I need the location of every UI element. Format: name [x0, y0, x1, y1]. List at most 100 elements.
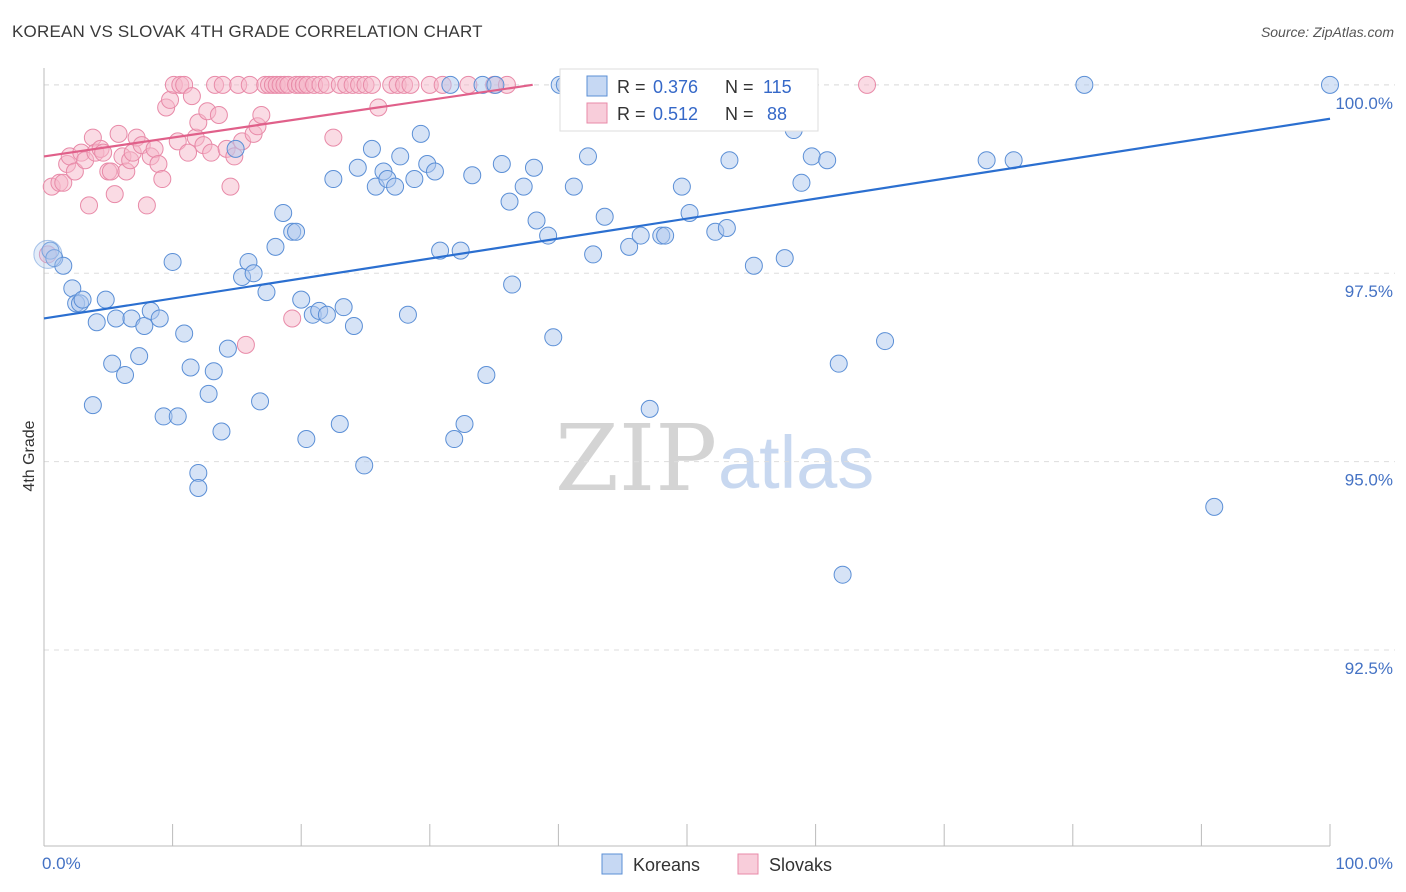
koreans-point — [527, 211, 546, 230]
koreans-series — [33, 75, 1339, 584]
koreans-point — [317, 305, 336, 324]
koreans-point — [792, 173, 811, 192]
koreans-point — [455, 414, 474, 433]
slovaks-legend-swatch — [586, 102, 608, 124]
koreans-point — [595, 207, 614, 226]
koreans-point — [578, 147, 597, 166]
slovaks-point — [54, 173, 73, 192]
slovaks-point — [209, 105, 228, 124]
slovaks-point — [401, 75, 420, 94]
source-credit: Source: ZipAtlas.com — [1260, 24, 1394, 40]
x-tick-label-max: 100.0% — [1335, 854, 1393, 873]
y-tick-labels: 92.5% 95.0% 97.5% 100.0% — [1335, 94, 1393, 678]
koreans-point — [189, 463, 208, 482]
koreans-point — [640, 399, 659, 418]
slovaks-point — [283, 309, 302, 328]
koreans-n-value: 115 — [763, 77, 792, 97]
watermark-zip: ZIP — [555, 405, 717, 512]
slovaks-point — [213, 75, 232, 94]
koreans-point — [1075, 75, 1094, 94]
koreans-point — [257, 283, 276, 302]
slovaks-point — [202, 143, 221, 162]
koreans-series-swatch — [601, 853, 623, 875]
y-tick-label: 95.0% — [1345, 471, 1393, 490]
slovaks-point — [153, 170, 172, 189]
koreans-series-label: Koreans — [633, 855, 700, 875]
gridlines — [44, 84, 1395, 651]
slovaks-point — [161, 90, 180, 109]
watermark: ZIP atlas — [555, 405, 874, 512]
koreans-regression-line — [43, 117, 1331, 320]
slovaks-point — [137, 196, 156, 215]
y-tick-label: 97.5% — [1345, 282, 1393, 301]
slovaks-n-value: 88 — [767, 104, 787, 124]
slovaks-point — [182, 87, 201, 106]
slovaks-point — [362, 75, 381, 94]
koreans-point — [204, 362, 223, 381]
koreans-point — [287, 222, 306, 241]
koreans-point — [463, 166, 482, 185]
koreans-point — [431, 241, 450, 260]
koreans-point — [829, 354, 848, 373]
koreans-point — [355, 456, 374, 475]
koreans-point — [344, 317, 363, 335]
slovaks-r-value: 0.512 — [653, 104, 698, 124]
koreans-point — [1205, 497, 1224, 516]
koreans-point — [292, 290, 311, 309]
x-tick-label-min: 0.0% — [42, 854, 81, 873]
koreans-point — [251, 392, 270, 411]
koreans-point — [266, 237, 285, 256]
koreans-point — [620, 237, 639, 256]
koreans-legend-swatch — [586, 75, 608, 97]
koreans-point — [717, 219, 736, 238]
slovaks-point — [324, 128, 343, 147]
koreans-point — [212, 422, 231, 441]
stats-legend: R = 0.376 N = 115 R = 0.512 N = 88 — [559, 68, 819, 132]
slovaks-point — [179, 143, 198, 162]
y-tick-label: 92.5% — [1345, 659, 1393, 678]
koreans-point — [818, 151, 837, 170]
slovaks-point — [252, 105, 271, 124]
slovaks-r-label: R = — [617, 104, 646, 124]
koreans-point — [116, 365, 135, 384]
koreans-point — [876, 332, 895, 351]
koreans-point — [226, 139, 245, 158]
koreans-point — [87, 313, 106, 332]
koreans-point — [672, 177, 691, 196]
y-axis-label: 4th Grade — [21, 420, 38, 491]
koreans-point — [631, 226, 650, 245]
koreans-point — [274, 203, 293, 222]
koreans-point — [977, 151, 996, 170]
koreans-point — [103, 354, 122, 373]
koreans-point — [218, 339, 237, 358]
koreans-r-label: R = — [617, 77, 646, 97]
x-axis-ticks — [43, 824, 1331, 846]
slovaks-point — [109, 124, 128, 143]
y-tick-label: 100.0% — [1335, 94, 1393, 113]
koreans-point — [451, 241, 470, 260]
chart-title: KOREAN VS SLOVAK 4TH GRADE CORRELATION C… — [12, 22, 483, 41]
koreans-point — [656, 226, 675, 245]
watermark-atlas: atlas — [718, 421, 874, 504]
koreans-point — [411, 124, 430, 143]
koreans-point — [802, 147, 821, 166]
koreans-point — [524, 158, 543, 177]
koreans-point — [175, 324, 194, 343]
koreans-point — [96, 290, 115, 309]
koreans-point — [405, 170, 424, 189]
koreans-point — [150, 309, 169, 328]
koreans-point — [564, 177, 583, 196]
koreans-point — [398, 305, 417, 324]
koreans-point — [775, 249, 794, 268]
koreans-point — [362, 139, 381, 158]
koreans-point — [163, 252, 182, 271]
koreans-point — [833, 565, 852, 584]
koreans-point — [107, 309, 126, 328]
slovaks-point — [236, 335, 255, 354]
koreans-n-label: N = — [725, 77, 754, 97]
koreans-point — [135, 317, 154, 335]
koreans-point — [168, 407, 187, 426]
koreans-point — [189, 479, 208, 498]
slovaks-series — [38, 75, 877, 354]
koreans-point — [83, 396, 102, 415]
